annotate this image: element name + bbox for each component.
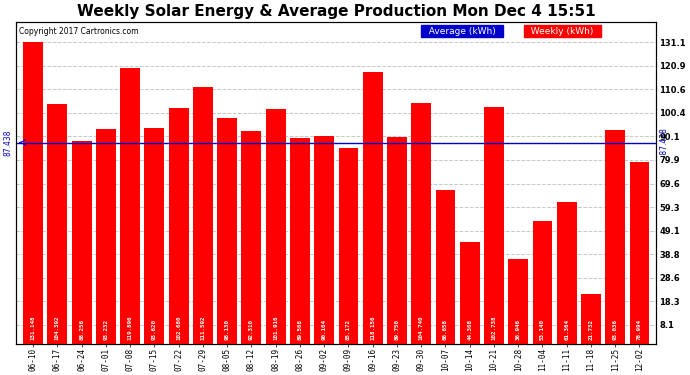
- Bar: [557, 202, 577, 344]
- Text: 90.164: 90.164: [322, 319, 326, 340]
- Bar: [605, 130, 625, 344]
- Bar: [241, 131, 262, 344]
- Bar: [23, 42, 43, 344]
- Text: Average (kWh): Average (kWh): [423, 27, 501, 36]
- Bar: [193, 87, 213, 344]
- Bar: [363, 72, 383, 344]
- Text: 101.916: 101.916: [273, 316, 278, 340]
- Bar: [484, 107, 504, 344]
- Bar: [144, 128, 164, 344]
- Bar: [96, 129, 116, 344]
- Text: 104.740: 104.740: [419, 316, 424, 340]
- Text: 102.738: 102.738: [491, 316, 496, 340]
- Bar: [629, 162, 649, 344]
- Text: 92.310: 92.310: [249, 319, 254, 340]
- Text: 36.946: 36.946: [515, 319, 521, 340]
- Text: 93.036: 93.036: [613, 319, 618, 340]
- Text: 78.994: 78.994: [637, 319, 642, 340]
- Text: 111.592: 111.592: [200, 316, 206, 340]
- Text: 98.130: 98.130: [225, 319, 230, 340]
- Text: 89.508: 89.508: [297, 319, 302, 340]
- Text: 85.172: 85.172: [346, 319, 351, 340]
- Bar: [581, 294, 601, 344]
- Text: 104.392: 104.392: [55, 316, 60, 340]
- Text: 21.732: 21.732: [589, 319, 593, 340]
- Title: Weekly Solar Energy & Average Production Mon Dec 4 15:51: Weekly Solar Energy & Average Production…: [77, 4, 595, 19]
- Bar: [290, 138, 310, 344]
- Text: 89.750: 89.750: [395, 319, 400, 340]
- Text: 87.438: 87.438: [3, 129, 12, 156]
- Bar: [120, 68, 140, 344]
- Bar: [217, 118, 237, 344]
- Text: 93.620: 93.620: [152, 319, 157, 340]
- Bar: [387, 137, 407, 344]
- Text: 44.308: 44.308: [467, 319, 472, 340]
- Text: Weekly (kWh): Weekly (kWh): [525, 27, 600, 36]
- Bar: [339, 148, 358, 344]
- Text: 118.156: 118.156: [371, 316, 375, 340]
- Bar: [169, 108, 188, 344]
- Text: Copyright 2017 Cartronics.com: Copyright 2017 Cartronics.com: [19, 27, 139, 36]
- Text: 66.658: 66.658: [443, 319, 448, 340]
- Bar: [48, 104, 68, 344]
- Bar: [460, 242, 480, 344]
- Bar: [411, 103, 431, 344]
- Bar: [435, 190, 455, 344]
- Bar: [266, 109, 286, 344]
- Text: 119.896: 119.896: [128, 316, 132, 340]
- Bar: [533, 221, 553, 344]
- Text: 87.438: 87.438: [660, 128, 669, 157]
- Text: 93.232: 93.232: [104, 319, 108, 340]
- Bar: [509, 259, 528, 344]
- Bar: [314, 136, 334, 344]
- Bar: [72, 141, 92, 344]
- Text: 53.140: 53.140: [540, 319, 545, 340]
- Text: 102.680: 102.680: [176, 316, 181, 340]
- Text: 61.364: 61.364: [564, 319, 569, 340]
- Text: 88.256: 88.256: [79, 319, 84, 340]
- Text: 131.148: 131.148: [30, 316, 36, 340]
